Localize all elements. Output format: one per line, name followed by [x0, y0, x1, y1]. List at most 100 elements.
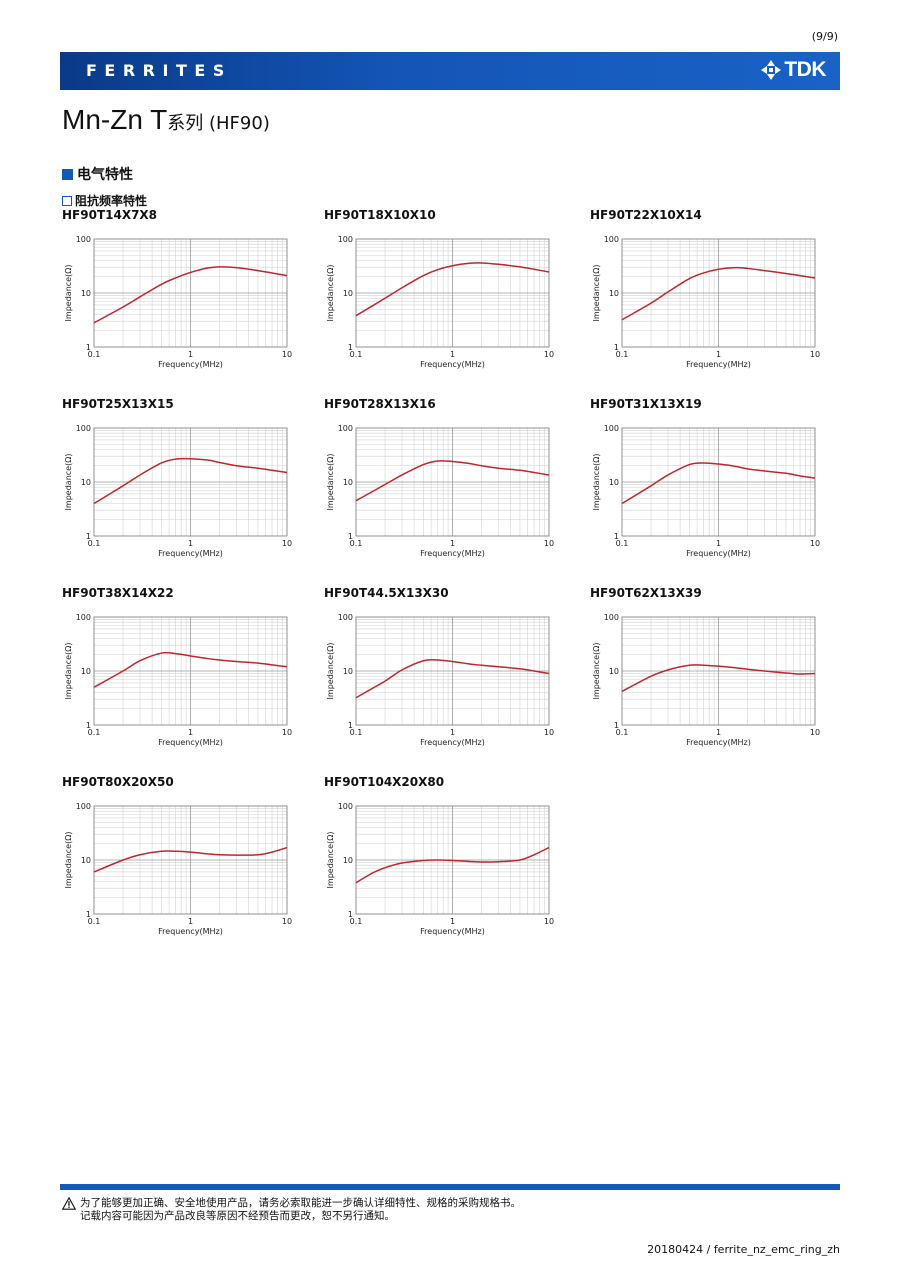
- blue-square-icon: [62, 168, 73, 180]
- y-tick-label: 100: [338, 235, 353, 244]
- x-tick-label: 1: [450, 917, 455, 926]
- tdk-brand-text: TDK: [784, 58, 826, 81]
- chart-title: HF90T25X13X15: [62, 397, 174, 411]
- x-tick-label: 10: [544, 917, 554, 926]
- x-axis-label: Frequency(MHz): [158, 360, 223, 369]
- y-tick-label: 10: [609, 667, 619, 676]
- y-tick-label: 10: [81, 856, 91, 865]
- y-axis-label: Impedance(Ω): [592, 265, 601, 322]
- impedance-curve: [355, 262, 550, 317]
- y-tick-label: 100: [338, 802, 353, 811]
- impedance-chart: HF90T28X13X16 1 10 100 0.1 1 10 Frequency(MHz) I…: [324, 397, 574, 577]
- footer-bar: [60, 1184, 840, 1190]
- y-tick-label: 1: [348, 910, 353, 919]
- y-tick-label: 1: [348, 721, 353, 730]
- x-tick-label: 1: [188, 539, 193, 548]
- grid-major: [94, 239, 287, 347]
- y-tick-label: 100: [76, 613, 91, 622]
- x-axis-label: Frequency(MHz): [420, 360, 485, 369]
- x-tick-label: 1: [188, 728, 193, 737]
- x-tick-label: 0.1: [350, 350, 363, 359]
- y-tick-label: 1: [86, 721, 91, 730]
- x-axis-label: Frequency(MHz): [420, 738, 485, 747]
- chart-title: HF90T28X13X16: [324, 397, 436, 411]
- plot-frame: [355, 616, 550, 726]
- x-tick-label: 1: [716, 350, 721, 359]
- impedance-curve: [355, 658, 550, 699]
- section-heading: 电气特性: [62, 164, 133, 184]
- y-tick-label: 10: [609, 478, 619, 487]
- x-tick-label: 10: [282, 917, 292, 926]
- y-tick-label: 1: [614, 343, 619, 352]
- hollow-square-icon: [62, 195, 72, 206]
- plot-frame: [93, 427, 288, 537]
- chart-title: HF90T31X13X19: [590, 397, 702, 411]
- grid-major: [356, 239, 549, 347]
- grid-major: [622, 428, 815, 536]
- y-tick-label: 10: [81, 478, 91, 487]
- impedance-chart: HF90T31X13X19 1 10 100 0.1 1 10 Frequency(MHz) I…: [590, 397, 840, 577]
- x-tick-label: 0.1: [616, 728, 629, 737]
- impedance-chart: HF90T18X10X10 1 10 100 0.1 1 10 Frequency(MHz) I…: [324, 208, 574, 388]
- x-tick-label: 10: [810, 728, 820, 737]
- document-code: 20180424 / ferrite_nz_emc_ring_zh: [647, 1243, 840, 1256]
- y-axis-label: Impedance(Ω): [64, 832, 73, 889]
- x-axis-label: Frequency(MHz): [158, 927, 223, 936]
- y-tick-label: 100: [604, 613, 619, 622]
- chart-title: HF90T14X7X8: [62, 208, 158, 222]
- grid-major: [94, 428, 287, 536]
- x-tick-label: 10: [282, 539, 292, 548]
- impedance-chart: HF90T22X10X14 1 10 100 0.1 1 10 Frequency(MHz) I…: [590, 208, 840, 388]
- impedance-curve: [93, 457, 288, 505]
- y-tick-label: 100: [76, 802, 91, 811]
- y-tick-label: 10: [343, 856, 353, 865]
- y-axis-label: Impedance(Ω): [592, 643, 601, 700]
- x-tick-label: 0.1: [88, 539, 101, 548]
- x-tick-label: 1: [450, 350, 455, 359]
- header-banner: FERRITES TDK: [60, 52, 840, 90]
- y-tick-label: 100: [604, 424, 619, 433]
- plot-frame: [355, 427, 550, 537]
- banner-section-label: FERRITES: [86, 61, 232, 80]
- sub-heading-text: 阻抗频率特性: [75, 194, 148, 208]
- y-tick-label: 100: [338, 424, 353, 433]
- grid-major: [94, 806, 287, 914]
- y-tick-label: 10: [81, 289, 91, 298]
- x-tick-label: 10: [544, 539, 554, 548]
- x-tick-label: 0.1: [616, 350, 629, 359]
- y-tick-label: 10: [81, 667, 91, 676]
- sub-heading: 阻抗频率特性: [62, 192, 147, 209]
- impedance-curve: [621, 462, 816, 505]
- chart-title: HF90T22X10X14: [590, 208, 702, 222]
- plot-frame: [93, 238, 288, 348]
- y-axis-label: Impedance(Ω): [64, 454, 73, 511]
- impedance-curve: [93, 266, 288, 324]
- plot-frame: [621, 238, 816, 348]
- x-axis-label: Frequency(MHz): [158, 738, 223, 747]
- plot-frame: [355, 238, 550, 348]
- x-tick-label: 1: [450, 728, 455, 737]
- impedance-chart: HF90T80X20X50 1 10 100 0.1 1 10 Frequency(MHz) I…: [62, 775, 312, 955]
- y-axis-label: Impedance(Ω): [326, 832, 335, 889]
- tdk-logo-icon: [761, 60, 782, 80]
- y-axis-label: Impedance(Ω): [326, 454, 335, 511]
- x-tick-label: 1: [188, 350, 193, 359]
- footer-notice-line2: 记载内容可能因为产品改良等原因不经预告而更改，恕不另行通知。: [80, 1210, 395, 1222]
- y-tick-label: 100: [604, 235, 619, 244]
- grid-major: [622, 617, 815, 725]
- x-tick-label: 0.1: [88, 728, 101, 737]
- x-axis-label: Frequency(MHz): [420, 927, 485, 936]
- impedance-chart: HF90T44.5X13X30 1 10 100 0.1 1 10 Frequency(MHz…: [324, 586, 574, 766]
- impedance-chart: HF90T62X13X39 1 10 100 0.1 1 10 Frequency(MHz) I…: [590, 586, 840, 766]
- impedance-curve: [93, 651, 288, 688]
- impedance-curve: [355, 846, 550, 884]
- x-tick-label: 10: [282, 350, 292, 359]
